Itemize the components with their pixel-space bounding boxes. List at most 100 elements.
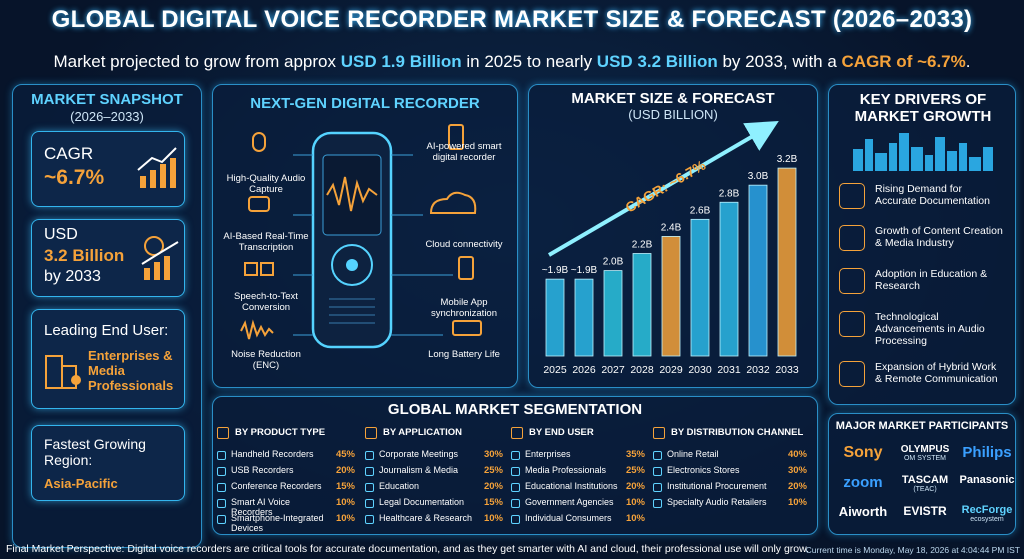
bar bbox=[574, 278, 594, 357]
bar bbox=[719, 201, 739, 357]
row-share: 20% bbox=[483, 481, 503, 492]
row-share: 20% bbox=[625, 481, 645, 492]
driver-text: Growth of Content Creation & Media Indus… bbox=[875, 225, 1003, 249]
participants-panel: MAJOR MARKET PARTICIPANTS Sony OLYMPUS OM … bbox=[828, 413, 1016, 535]
bar bbox=[545, 278, 565, 357]
bar-chart: MARKET SIZE & FORECAST(USD BILLION)CAGR:… bbox=[542, 90, 799, 376]
segmentation-panel: GLOBAL MARKET SEGMENTATION BY PRODUCT TY… bbox=[212, 396, 818, 535]
building-icon bbox=[45, 355, 81, 389]
group-icon bbox=[653, 427, 665, 439]
participant-logo: Philips bbox=[962, 444, 1012, 461]
row-bullet bbox=[511, 515, 520, 524]
driver-icon bbox=[839, 225, 865, 251]
row-bullet bbox=[365, 451, 374, 460]
participant-sub: (TEAC) bbox=[913, 486, 937, 493]
row-share: 10% bbox=[335, 497, 355, 508]
x-tick-label: 2028 bbox=[630, 364, 654, 376]
recorder-panel: NEXT-GEN DIGITAL RECORDER High-Quality A… bbox=[212, 84, 518, 388]
row-bullet bbox=[217, 483, 226, 492]
subtitle-text: . bbox=[965, 52, 971, 71]
value-label: 2.8B bbox=[719, 188, 740, 199]
x-tick-label: 2032 bbox=[746, 364, 770, 376]
bar bbox=[690, 218, 710, 357]
chart-title: MARKET SIZE & FORECAST bbox=[571, 90, 774, 107]
group-title: BY DISTRIBUTION CHANNEL bbox=[671, 427, 804, 438]
segmentation-title: GLOBAL MARKET SEGMENTATION bbox=[387, 401, 643, 418]
growth-icon bbox=[137, 147, 177, 188]
x-tick-label: 2029 bbox=[659, 364, 683, 376]
row-bullet bbox=[653, 467, 662, 476]
driver-text: Expansion of Hybrid Work & Remote Commun… bbox=[875, 361, 998, 385]
money-icon bbox=[141, 236, 179, 280]
card-value: 3.2 Billion bbox=[44, 246, 125, 265]
bar bbox=[632, 253, 652, 357]
row-label: Specialty Audio Retailers bbox=[667, 497, 767, 507]
row-share: 10% bbox=[335, 513, 355, 524]
end-user-card: Leading End User: Enterprises & Media Pr… bbox=[31, 309, 185, 409]
row-label: Conference Recorders bbox=[231, 481, 322, 491]
value-label: 3.0B bbox=[748, 171, 769, 182]
bar bbox=[748, 184, 768, 357]
row-bullet bbox=[653, 499, 662, 508]
card-value: ~6.7% bbox=[44, 166, 105, 189]
row-label: Educational Institutions bbox=[525, 481, 618, 491]
group-title: BY APPLICATION bbox=[383, 427, 462, 438]
card-label: USD bbox=[44, 226, 78, 243]
row-share: 45% bbox=[335, 449, 355, 460]
row-bullet bbox=[511, 499, 520, 508]
row-share: 25% bbox=[483, 465, 503, 476]
row-label: Electronics Stores bbox=[667, 465, 740, 475]
participant-logo: EVISTR bbox=[903, 504, 947, 518]
bar bbox=[603, 270, 623, 357]
row-label: Education bbox=[379, 481, 420, 491]
value-label: 2.0B bbox=[603, 257, 624, 268]
row-label: Individual Consumers bbox=[525, 513, 612, 523]
value-label: ~1.9B bbox=[571, 265, 598, 276]
card-label: Fastest Growing Region: bbox=[44, 436, 146, 468]
participants-title: MAJOR MARKET PARTICIPANTS bbox=[835, 420, 1009, 432]
feature-label: AI-Based Real-Time Transcription bbox=[223, 231, 309, 253]
x-tick-label: 2025 bbox=[543, 364, 567, 376]
feature-label: Cloud connectivity bbox=[425, 239, 503, 250]
driver-text: Technological Advancements in Audio Proc… bbox=[875, 311, 985, 347]
driver-icon bbox=[839, 361, 865, 387]
footer-timestamp: Current time is Monday, May 18, 2026 at … bbox=[805, 545, 1020, 555]
participant-logo: OLYMPUS bbox=[900, 444, 950, 455]
row-label: USB Recorders bbox=[231, 465, 294, 475]
row-bullet bbox=[653, 483, 662, 492]
chart-subtitle: (USD BILLION) bbox=[628, 107, 718, 122]
chart-panel: MARKET SIZE & FORECAST (USD BILLION) CAGR:… bbox=[528, 84, 818, 388]
row-bullet bbox=[365, 483, 374, 492]
group-icon bbox=[217, 427, 229, 439]
cagr-arrow bbox=[547, 120, 779, 257]
row-label: Corporate Meetings bbox=[379, 449, 459, 459]
feature-label: Speech-to-Text Conversion bbox=[234, 291, 298, 313]
recorder-title: NEXT-GEN DIGITAL RECORDER bbox=[250, 95, 480, 112]
row-share: 10% bbox=[787, 497, 807, 508]
bar bbox=[661, 236, 681, 357]
row-bullet bbox=[217, 515, 226, 524]
feature-label: High-Quality Audio Capture bbox=[226, 173, 306, 195]
row-bullet bbox=[365, 467, 374, 476]
feature-label: AI-powered smart digital recorder bbox=[426, 141, 502, 163]
row-bullet bbox=[653, 451, 662, 460]
row-label: Institutional Procurement bbox=[667, 481, 767, 491]
feature-label: Noise Reduction (ENC) bbox=[231, 349, 301, 371]
row-label: Journalism & Media bbox=[379, 465, 459, 475]
footer-perspective: Final Market Perspective: Digital voice … bbox=[6, 543, 810, 555]
participant-logo: TASCAM bbox=[901, 474, 949, 486]
driver-icon bbox=[839, 268, 865, 294]
row-share: 20% bbox=[335, 465, 355, 476]
recorder-illustration bbox=[240, 124, 482, 349]
row-share: 10% bbox=[483, 513, 503, 524]
card-note: by 2033 bbox=[44, 268, 101, 285]
row-share: 35% bbox=[625, 449, 645, 460]
driver-icon bbox=[839, 183, 865, 209]
row-label: Enterprises bbox=[525, 449, 571, 459]
row-label: Legal Documentation bbox=[379, 497, 465, 507]
row-bullet bbox=[511, 451, 520, 460]
snapshot-title: MARKET SNAPSHOT bbox=[31, 91, 183, 108]
drivers-title: KEY DRIVERS OF MARKET GROWTH bbox=[854, 91, 992, 125]
row-label: Smart AI Voice Recorders bbox=[231, 497, 291, 517]
